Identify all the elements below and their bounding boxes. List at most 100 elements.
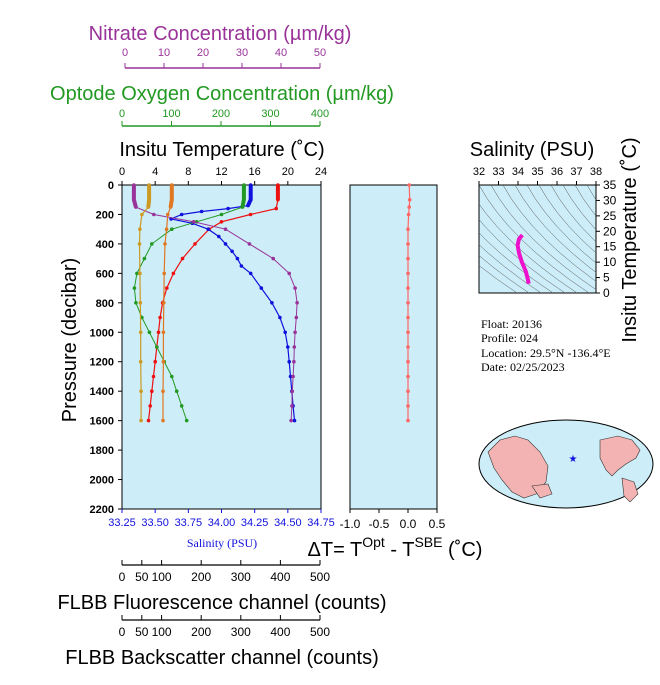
series-surface-line — [168, 185, 174, 208]
series-point — [276, 183, 280, 187]
isopycnal-line — [479, 265, 518, 293]
profile-panel — [121, 184, 322, 510]
series-point — [292, 359, 296, 364]
delta-t-point — [406, 389, 410, 394]
series-point — [287, 359, 292, 364]
flbb-fluorescence-tick-label: 50 — [135, 570, 149, 584]
series-point — [138, 227, 142, 231]
flbb-backscatter-tick-label: 50 — [135, 625, 149, 639]
pressure-tick-label: 200 — [96, 209, 114, 221]
delta-t-unit: (˚C) — [442, 539, 482, 561]
delta-t-point — [407, 183, 412, 187]
pressure-tick-label: 1400 — [90, 386, 114, 398]
info-float: Float: 20136 — [481, 317, 542, 331]
ts-curve — [515, 233, 531, 285]
delta-t-panel — [349, 184, 438, 510]
isopycnal-line — [514, 185, 596, 273]
series-point — [147, 183, 151, 187]
isopycnal-line — [526, 185, 596, 264]
delta-t-point — [406, 315, 410, 320]
delta-t-point — [406, 242, 410, 246]
nitrate-axis: 0 10 20 30 40 50 — [122, 47, 326, 69]
delta-t-point — [406, 330, 410, 335]
series-point — [158, 315, 162, 320]
series-point — [239, 264, 244, 268]
ts-temperature-tick-label: 30 — [603, 193, 617, 207]
ts-temperature-tick-label: 20 — [603, 224, 617, 238]
series-point — [283, 330, 288, 335]
series-point — [179, 212, 184, 217]
flbb-backscatter-tick-label: 200 — [191, 625, 211, 639]
delta-t-tick-label: 0.0 — [400, 517, 417, 531]
series-point — [247, 242, 252, 246]
series-point — [162, 301, 166, 305]
series-point — [139, 418, 143, 423]
isopycnal-line — [479, 185, 590, 293]
series-point — [223, 227, 228, 231]
series-point — [292, 418, 297, 423]
series-point — [291, 374, 295, 379]
series-point — [219, 212, 224, 217]
delta-t-mid: - T — [385, 539, 415, 561]
series-point — [134, 205, 138, 209]
delta-t-tick-label: -1.0 — [340, 517, 361, 531]
series-point — [148, 404, 152, 408]
salinity-axis-title: Salinity (PSU) — [187, 536, 257, 550]
pressure-tick-label: 2000 — [90, 475, 114, 487]
nitrate-tick-label: 10 — [158, 47, 170, 59]
series-point — [147, 197, 151, 202]
info-date: Date: 02/25/2023 — [481, 360, 565, 374]
oxygen-tick-label: 200 — [212, 108, 230, 120]
series-point — [138, 301, 143, 305]
ts-temperature-tick-label: 35 — [603, 178, 617, 192]
series-point — [170, 183, 174, 187]
series-point — [248, 212, 253, 217]
series-point — [138, 330, 143, 335]
oxygen-axis: 0 100 200 300 400 — [119, 108, 329, 127]
nitrate-tick-label: 20 — [197, 47, 209, 59]
temperature-tick-label: 12 — [215, 166, 227, 178]
salinity-tick-label: 33.75 — [175, 517, 203, 529]
info-profile: Profile: 024 — [481, 331, 538, 345]
temperature-tick-label: 20 — [282, 166, 294, 178]
series-point — [132, 183, 136, 187]
series-point — [171, 271, 176, 276]
pressure-tick-label: 0 — [108, 180, 114, 192]
flbb-fluorescence-axis-title: FLBB Fluorescence channel (counts) — [57, 592, 386, 614]
delta-t-text: ΔT= T — [308, 539, 363, 561]
series-point — [287, 271, 292, 276]
isopycnal-line — [550, 185, 596, 243]
series-point — [193, 242, 197, 246]
series-point — [217, 234, 221, 239]
series-point — [162, 271, 166, 276]
series-point — [242, 183, 246, 187]
ts-temperature-tick-label: 5 — [603, 271, 610, 285]
isopycnal-line — [538, 185, 596, 254]
flbb-backscatter-tick-label: 400 — [270, 625, 290, 639]
series-point — [235, 256, 240, 261]
series-point — [138, 271, 142, 276]
ts-isopycnals — [479, 185, 596, 293]
nitrate-tick-label: 40 — [275, 47, 287, 59]
series-point — [290, 404, 294, 408]
series-point — [199, 209, 204, 214]
flbb-fluorescence-tick-label: 500 — [310, 570, 330, 584]
ts-salinity-tick-label: 36 — [551, 166, 563, 178]
ts-series — [515, 233, 531, 285]
info-location: Location: 29.5°N -136.4°E — [481, 346, 611, 360]
flbb-fluorescence-tick-label: 300 — [231, 570, 251, 584]
series-point — [294, 315, 299, 320]
series-point — [170, 374, 174, 379]
salinity-tick-label: 33.50 — [141, 517, 169, 529]
nitrate-tick-label: 0 — [122, 47, 128, 59]
delta-t-point — [406, 271, 410, 276]
isopycnal-line — [502, 185, 596, 282]
ts-salinity-tick-label: 32 — [473, 166, 485, 178]
series-oxygen-2 — [132, 183, 246, 423]
profile-series — [131, 183, 299, 423]
isopycnal-line — [574, 185, 596, 217]
series-flbb-5 — [161, 183, 174, 423]
series-point — [278, 315, 282, 320]
series-point — [132, 286, 137, 290]
